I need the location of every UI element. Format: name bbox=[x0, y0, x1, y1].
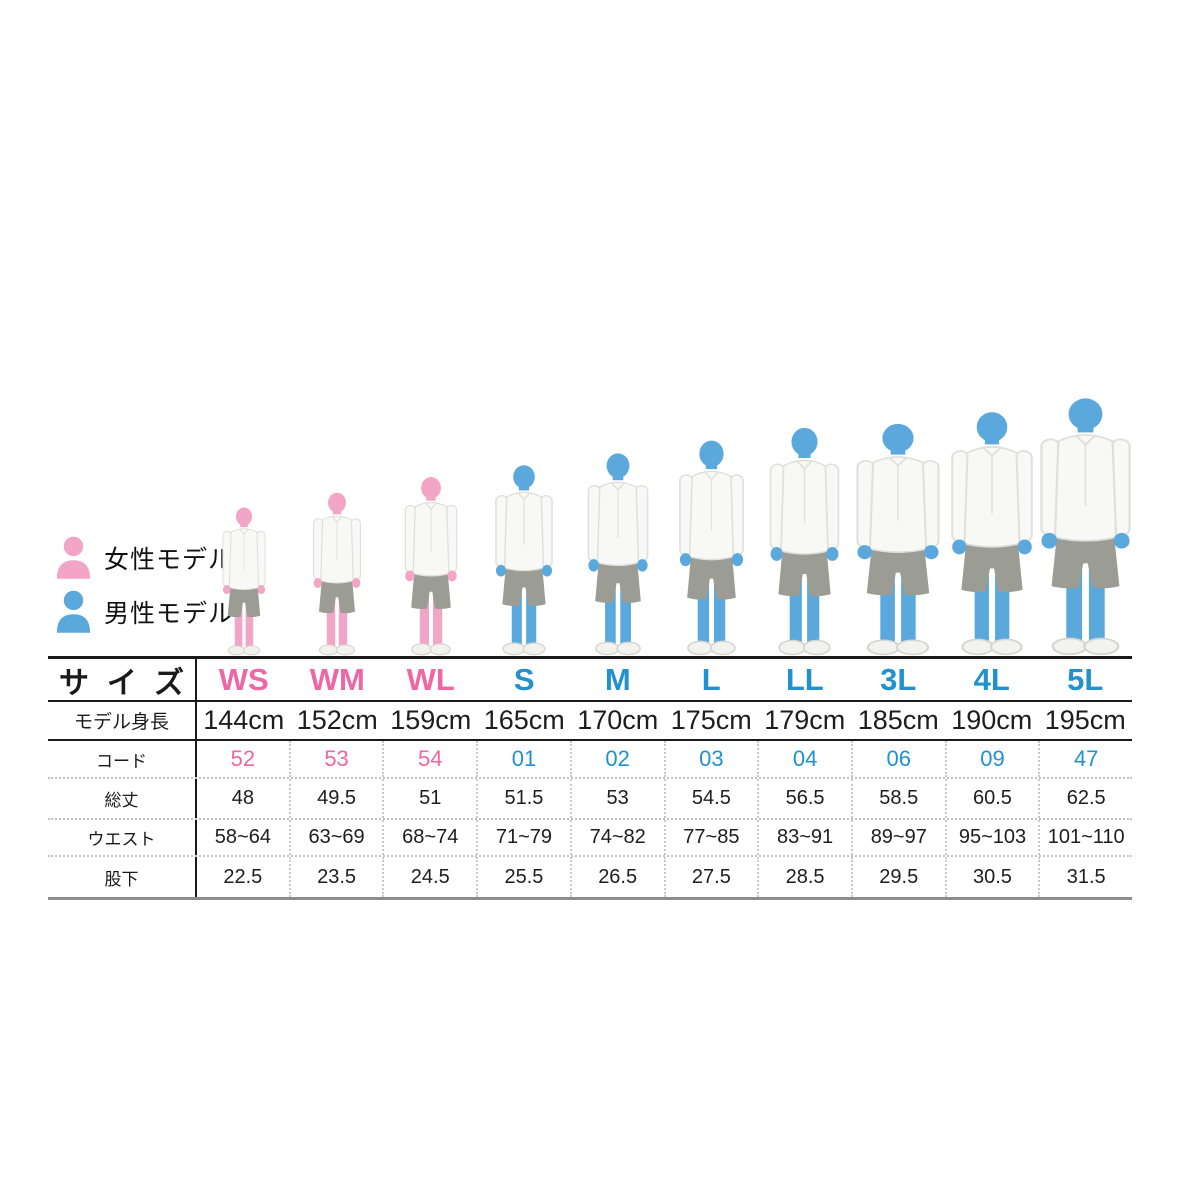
height-cell-WL: 159cm bbox=[390, 705, 472, 735]
legend-male-label: 男性モデル bbox=[104, 599, 235, 628]
model-figure-4L bbox=[941, 408, 1043, 656]
total_length-cell-M: 53 bbox=[569, 779, 664, 818]
code-cell-5L: 47 bbox=[1038, 741, 1132, 777]
inseam-cell-WS: 22.5 bbox=[223, 865, 263, 888]
code-cell-WL: 54 bbox=[382, 741, 476, 777]
total_length-cell-WL: 51 bbox=[382, 779, 476, 818]
waist-cell-L: 77~85 bbox=[663, 820, 758, 855]
total_length-cell-WM: 49.5 bbox=[288, 779, 383, 818]
height-cell-3L: 185cm bbox=[857, 705, 939, 735]
inseam-cell-4L: 30.5 bbox=[944, 857, 1039, 897]
male-model-icon bbox=[55, 590, 92, 633]
size-row-label: サイズ bbox=[48, 659, 197, 700]
inseam-cell-S: 25.5 bbox=[476, 857, 570, 897]
waist-row-label: ウエスト bbox=[48, 820, 197, 855]
waist-cell-5L: 101~110 bbox=[1038, 820, 1132, 855]
inseam-row-label: 股下 bbox=[48, 857, 197, 897]
size-cell-WL: WL bbox=[406, 661, 455, 697]
size-table: サイズ WS WM WL S M L LL 3L 4L 5L モデル身長 144cm 152cm 15… bbox=[48, 656, 1132, 900]
total_length-cell-L: 54.5 bbox=[663, 779, 758, 818]
total_length-cell-4L: 60.5 bbox=[944, 779, 1039, 818]
total_length-cell-S: 51.5 bbox=[476, 779, 570, 818]
code-cell-M: 02 bbox=[569, 741, 664, 777]
height-cell-S: 165cm bbox=[483, 705, 565, 735]
model-height-row: モデル身長 144cm 152cm 159cm 165cm 170cm 175cm 179c… bbox=[48, 702, 1132, 741]
height-cell-L: 175cm bbox=[670, 705, 752, 735]
model-figure-L bbox=[671, 437, 752, 656]
total-length-row-label: 総丈 bbox=[48, 779, 197, 818]
waist-row: ウエスト 58~64 63~69 68~74 71~79 74~82 77~85 83~91… bbox=[48, 820, 1132, 857]
code-row-label: コード bbox=[48, 741, 197, 777]
size-cell-M: M bbox=[604, 661, 631, 697]
code-cell-3L: 06 bbox=[850, 741, 945, 777]
model-height-row-label: モデル身長 bbox=[48, 702, 197, 739]
waist-cell-S: 71~79 bbox=[476, 820, 570, 855]
size-cell-4L: 4L bbox=[973, 661, 1010, 697]
female-model-icon bbox=[55, 536, 92, 579]
inseam-row: 股下 22.5 23.5 24.5 25.5 26.5 27.5 28.5 29.5 30.5 3… bbox=[48, 857, 1132, 897]
model-figure-5L bbox=[1029, 394, 1142, 656]
size-cell-3L: 3L bbox=[880, 661, 917, 697]
height-cell-LL: 179cm bbox=[764, 705, 846, 735]
code-row: コード 52 53 54 01 02 03 04 06 09 47 bbox=[48, 741, 1132, 779]
size-cell-S: S bbox=[513, 661, 535, 697]
code-cell-WS: 52 bbox=[230, 746, 256, 771]
waist-cell-WL: 68~74 bbox=[382, 820, 476, 855]
model-figure-LL bbox=[761, 424, 848, 656]
total_length-cell-3L: 58.5 bbox=[850, 779, 945, 818]
total_length-cell-5L: 62.5 bbox=[1038, 779, 1132, 818]
code-cell-S: 01 bbox=[476, 741, 570, 777]
inseam-cell-WL: 24.5 bbox=[382, 857, 476, 897]
model-figure-WS bbox=[217, 505, 271, 656]
inseam-cell-5L: 31.5 bbox=[1038, 857, 1132, 897]
waist-cell-WS: 58~64 bbox=[214, 826, 271, 848]
waist-cell-LL: 83~91 bbox=[757, 820, 851, 855]
model-figure-WM bbox=[307, 490, 367, 656]
legend-female: 女性モデル bbox=[55, 536, 234, 579]
height-cell-5L: 195cm bbox=[1044, 705, 1126, 735]
model-figure-WL bbox=[398, 474, 464, 656]
waist-cell-3L: 89~97 bbox=[850, 820, 945, 855]
size-cell-WS: WS bbox=[218, 661, 269, 697]
total-length-row: 総丈 48 49.5 51 51.5 53 54.5 56.5 58.5 60.5 62.5 bbox=[48, 779, 1132, 820]
size-row: サイズ WS WM WL S M L LL 3L 4L 5L bbox=[48, 659, 1132, 702]
total_length-cell-LL: 56.5 bbox=[757, 779, 851, 818]
inseam-cell-M: 26.5 bbox=[569, 857, 664, 897]
size-cell-L: L bbox=[701, 661, 721, 697]
size-cell-5L: 5L bbox=[1067, 661, 1104, 697]
total_length-cell-WS: 48 bbox=[231, 787, 254, 809]
code-cell-4L: 09 bbox=[944, 741, 1039, 777]
inseam-cell-LL: 28.5 bbox=[757, 857, 851, 897]
height-cell-4L: 190cm bbox=[951, 705, 1033, 735]
height-cell-WS: 144cm bbox=[203, 705, 285, 735]
model-figure-M bbox=[580, 450, 656, 656]
size-cell-WM: WM bbox=[309, 661, 365, 697]
size-cell-LL: LL bbox=[785, 661, 824, 697]
code-cell-L: 03 bbox=[663, 741, 758, 777]
model-figure-3L bbox=[846, 420, 950, 656]
code-cell-WM: 53 bbox=[288, 741, 383, 777]
inseam-cell-3L: 29.5 bbox=[850, 857, 945, 897]
waist-cell-WM: 63~69 bbox=[288, 820, 383, 855]
waist-cell-M: 74~82 bbox=[569, 820, 664, 855]
model-figure-S bbox=[488, 462, 560, 656]
inseam-cell-L: 27.5 bbox=[663, 857, 758, 897]
legend-female-label: 女性モデル bbox=[104, 545, 235, 574]
code-cell-LL: 04 bbox=[757, 741, 851, 777]
waist-cell-4L: 95~103 bbox=[944, 820, 1039, 855]
height-cell-M: 170cm bbox=[577, 705, 659, 735]
inseam-cell-WM: 23.5 bbox=[288, 857, 383, 897]
height-cell-WM: 152cm bbox=[296, 705, 378, 735]
legend-male: 男性モデル bbox=[55, 590, 234, 633]
